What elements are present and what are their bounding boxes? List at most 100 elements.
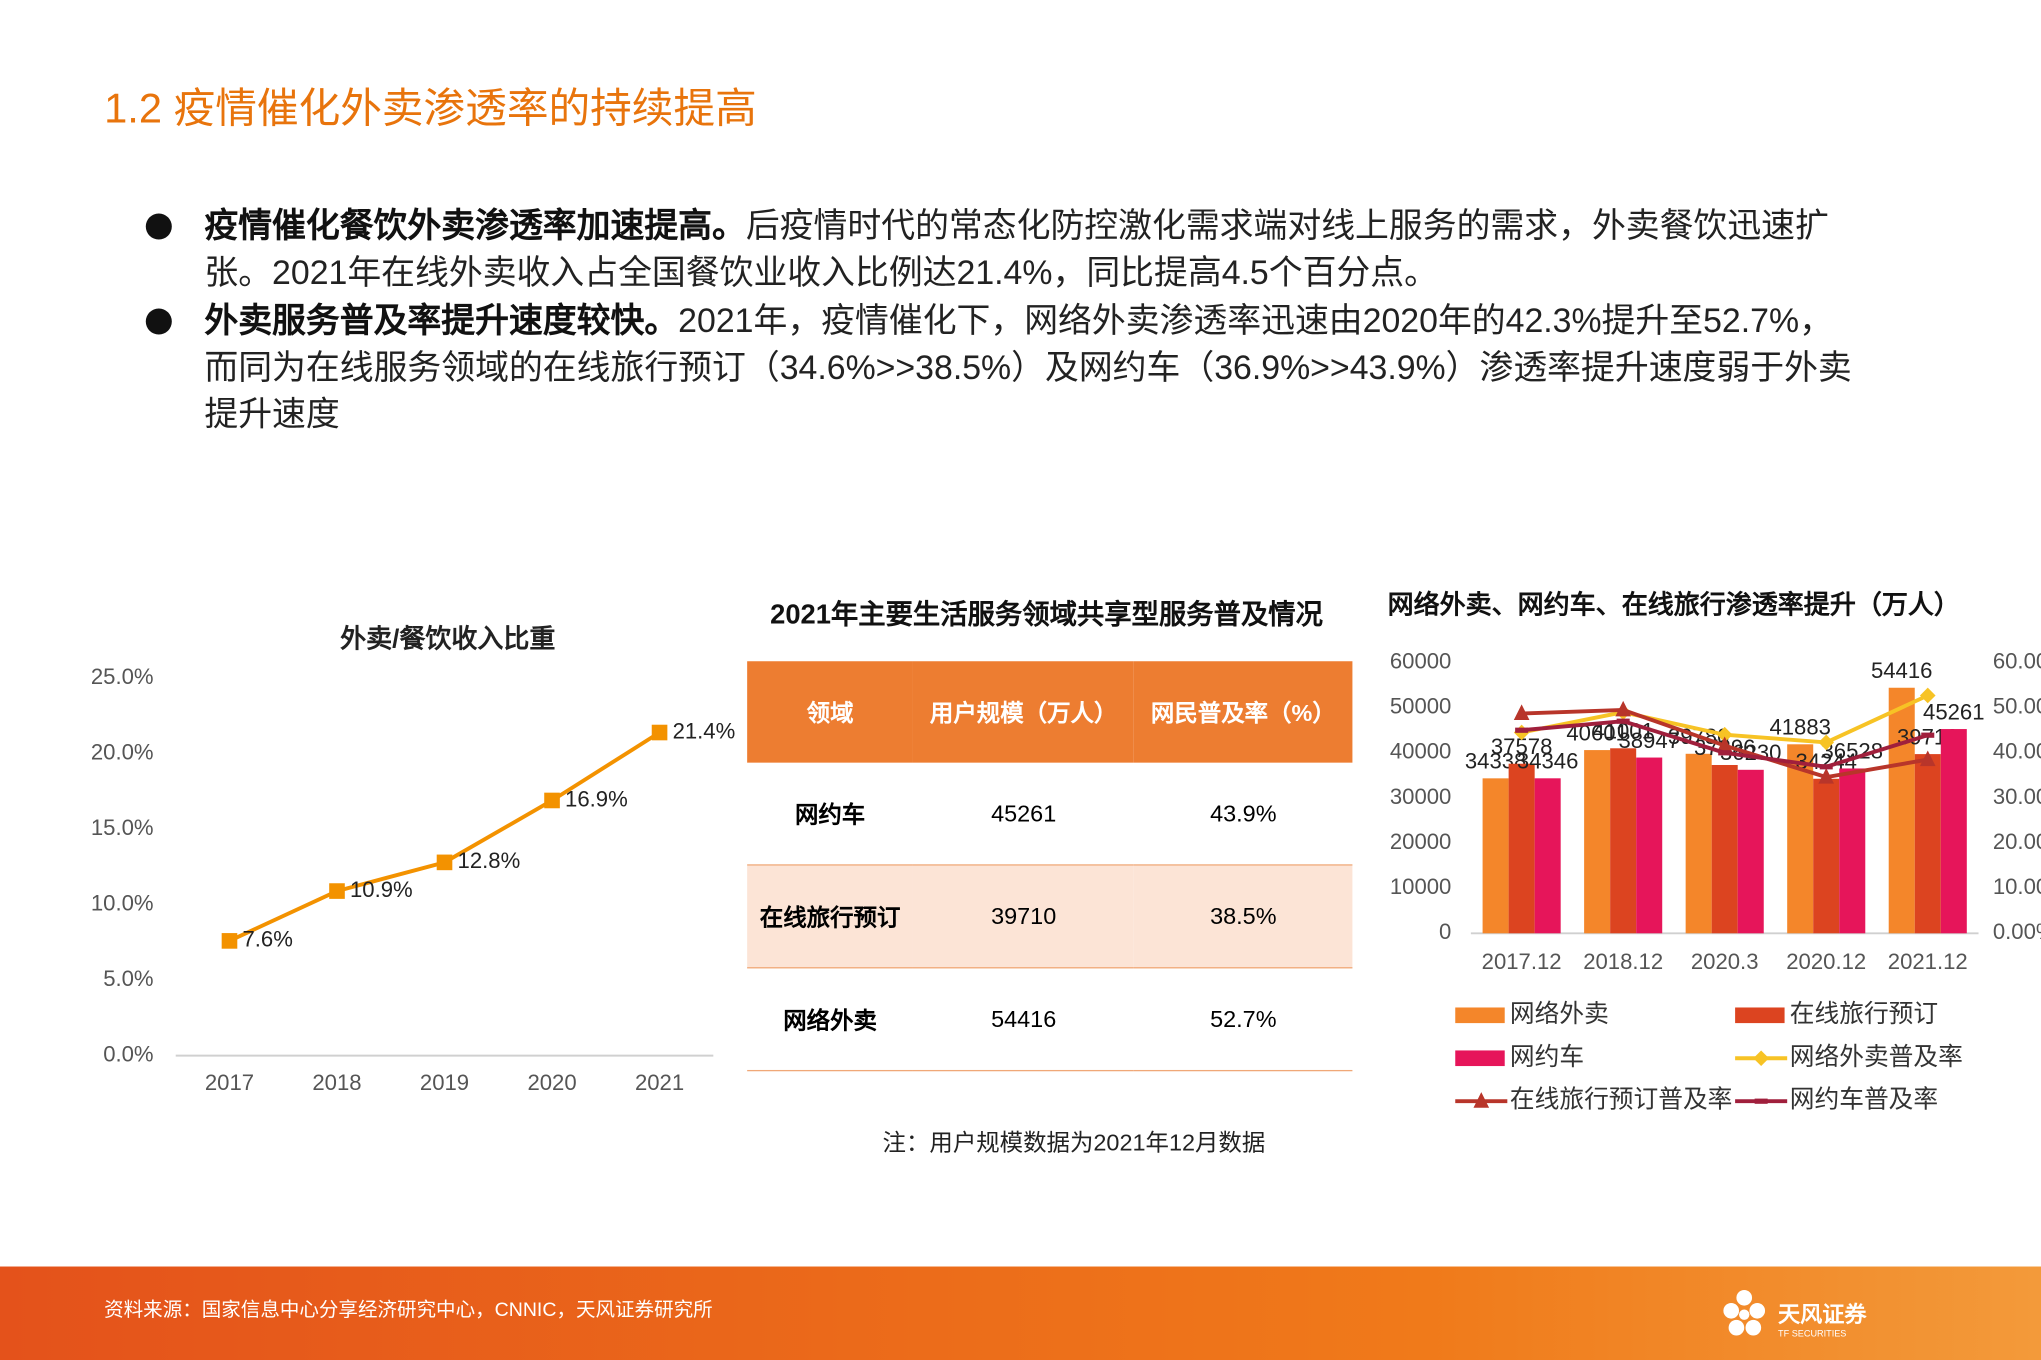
x-tick-label: 2020.12: [1786, 949, 1866, 974]
bullet-text: 后疫情时代的常态化防控激化需求端对线上服务的需求，外卖餐饮迅速扩张。2021年在…: [204, 205, 1829, 292]
table-row: 在线旅行预订 39710 38.5%: [747, 864, 1353, 969]
y-tick-label: 0: [1439, 919, 1451, 944]
x-tick-label: 2017.12: [1482, 949, 1562, 974]
bar: [1482, 778, 1509, 934]
bar: [1508, 763, 1535, 934]
marker: [1753, 1050, 1769, 1067]
y2-tick-label: 20.00%: [1993, 829, 2041, 854]
marker: [1616, 718, 1630, 724]
header-cell: 领域: [747, 661, 914, 763]
data-label: 45261: [1923, 699, 1984, 724]
marker: [329, 883, 345, 899]
data-label: 54416: [1871, 658, 1932, 683]
logo-mark: [1723, 1289, 1766, 1336]
bar: [1711, 764, 1738, 934]
y2-tick-label: 30.00%: [1993, 784, 2041, 809]
marker: [1819, 764, 1833, 770]
cell: 43.9%: [1134, 762, 1353, 866]
bullet: 疫情催化餐饮外卖渗透率加速提高。后疫情时代的常态化防控激化需求端对线上服务的需求…: [204, 202, 1864, 296]
charts: 外卖/餐饮收入比重 0.0% 5.0% 10.0% 15.0% 20.0% 25.0% 201…: [91, 589, 2041, 1114]
legend-label: 网约车: [1510, 1043, 1584, 1071]
bar: [1787, 744, 1814, 934]
chart-title: 外卖/餐饮收入比重: [340, 623, 555, 653]
table-row: 网络外卖 54416 52.7%: [747, 967, 1353, 1072]
y2-tick-label: 60.00%: [1993, 648, 2041, 673]
bar: [1636, 757, 1663, 934]
marker: [544, 792, 560, 809]
footer: 资料来源：国家信息中心分享经济研究中心，CNNIC，天风证券研究所 天风证券 T…: [0, 1266, 2041, 1360]
y-tick-label: 20000: [1390, 829, 1451, 854]
legend-swatch: [1455, 1050, 1505, 1067]
bar: [1737, 769, 1764, 934]
x-tick-label: 2018: [312, 1070, 361, 1095]
data-label: 38947: [1618, 728, 1679, 753]
marker: [221, 933, 238, 949]
bullet-dot: [145, 213, 172, 240]
bullet-lead: 疫情催化餐饮外卖渗透率加速提高。: [204, 205, 746, 245]
cell: 网约车: [747, 762, 914, 866]
legend-swatch: [1735, 1007, 1785, 1024]
marker: [651, 724, 668, 741]
bullet-dot: [145, 308, 172, 335]
x-tick-label: 2018.12: [1583, 949, 1663, 974]
y-tick-label: 40000: [1390, 739, 1451, 764]
legend-label: 网络外卖: [1510, 1000, 1609, 1028]
y-tick-label: 10000: [1390, 874, 1451, 899]
marker: [1473, 1092, 1490, 1108]
bullet-text: 2021年，疫情催化下，网络外卖渗透率迅速由2020年的42.3%提升至52.7…: [204, 300, 1852, 434]
logo: 天风证券 TF SECURITIES: [1723, 1289, 1867, 1339]
cell: 39710: [913, 864, 1135, 969]
marker: [1718, 750, 1732, 756]
legend-label: 在线旅行预订普及率: [1510, 1086, 1732, 1114]
bar: [1685, 753, 1712, 934]
y-tick-label: 10.0%: [91, 890, 154, 915]
y-tick-label: 30000: [1390, 784, 1451, 809]
line: [228, 730, 661, 943]
y2-tick-label: 10.00%: [1993, 874, 2041, 899]
bar: [1813, 778, 1840, 934]
y-tick-label: 0.0%: [103, 1041, 153, 1066]
data-label: 34346: [1517, 749, 1578, 774]
cell: 网络外卖: [747, 967, 914, 1072]
legend-label: 网络外卖普及率: [1790, 1043, 1963, 1071]
marker: [1716, 736, 1733, 753]
y2-tick-label: 40.00%: [1993, 739, 2041, 764]
x-tick-label: 2021: [635, 1070, 684, 1095]
marker: [1818, 768, 1835, 784]
bullet: 外卖服务普及率提升速度较快。2021年，疫情催化下，网络外卖渗透率迅速由2020…: [204, 297, 1864, 438]
x-tick-label: 2017: [205, 1070, 254, 1095]
bar: [1584, 750, 1611, 934]
table-header: 领域 用户规模（万人） 网民普及率（%）: [747, 661, 1353, 763]
x-tick-label: 2020.3: [1691, 949, 1759, 974]
marker: [1919, 750, 1936, 767]
cell: 54416: [913, 967, 1135, 1072]
data-label: 16.9%: [565, 786, 628, 811]
x-tick-label: 2019: [420, 1070, 469, 1095]
data-label: 12.8%: [458, 848, 521, 873]
data-label: 41883: [1769, 715, 1830, 740]
table: 领域 用户规模（万人） 网民普及率（%） 网约车 45261 43.9% 在线旅行预订 3…: [747, 661, 1353, 1072]
legend-swatch: [1455, 1007, 1505, 1024]
y-tick-label: 60000: [1390, 648, 1451, 673]
table-row: 网约车 45261 43.9%: [747, 762, 1353, 866]
cell: 在线旅行预订: [747, 864, 914, 969]
table-title: 2021年主要生活服务领域共享型服务普及情况: [770, 600, 1323, 631]
marker: [1919, 687, 1936, 704]
bar: [1610, 748, 1637, 934]
x-tick-label: 2020: [527, 1070, 576, 1095]
data-label: 7.6%: [242, 927, 292, 952]
bar: [1534, 778, 1561, 934]
chart-title: 网络外卖、网约车、在线旅行渗透率提升（万人）: [1388, 589, 1960, 619]
logo-name: 天风证券: [1778, 1302, 1867, 1327]
y2-tick-label: 50.00%: [1993, 694, 2041, 719]
logo-tagline: TF SECURITIES: [1778, 1329, 1846, 1339]
y-tick-label: 5.0%: [103, 966, 153, 991]
legend-label: 在线旅行预订: [1790, 1000, 1938, 1028]
y-tick-label: 20.0%: [91, 740, 154, 765]
data-label: 21.4%: [673, 718, 736, 743]
slide-title: 1.2 疫情催化外卖渗透率的持续提高: [104, 84, 757, 132]
header-cell: 网民普及率（%）: [1134, 661, 1353, 763]
legend-label: 网约车普及率: [1790, 1086, 1938, 1114]
marker: [1513, 704, 1530, 721]
